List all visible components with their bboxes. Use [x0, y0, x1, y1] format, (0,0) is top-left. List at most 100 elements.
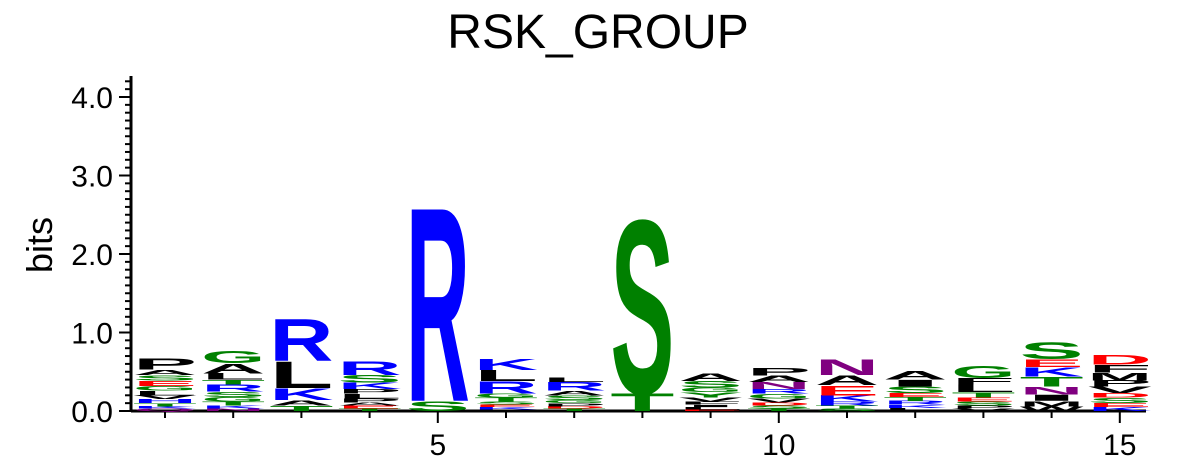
logo-letter-D: D: [542, 406, 606, 410]
logo-letter-T: T: [747, 408, 811, 412]
logo-letter-G: G: [201, 348, 265, 367]
logo-letter-T: T: [338, 408, 402, 412]
y-tick-label: 1.0: [71, 318, 113, 351]
logo-letter-glyph: T: [610, 389, 674, 417]
logo-letter-glyph: S: [406, 398, 470, 414]
logo-letter-T: T: [474, 397, 538, 403]
logo-letter-L: L: [883, 407, 947, 412]
y-tick-label: 4.0: [71, 82, 113, 115]
logo-letter-glyph: V: [951, 408, 1015, 412]
logo-letter-T: T: [201, 378, 265, 385]
logo-letter-glyph: I: [679, 404, 743, 408]
logo-letter-E: E: [1088, 402, 1152, 408]
logo-letter-R: R: [542, 380, 606, 393]
logo-letter-glyph: E: [338, 405, 402, 410]
logo-letter-glyph: E: [883, 392, 947, 398]
logo-letter-I: I: [679, 404, 743, 408]
logo-letter-P: P: [747, 366, 811, 378]
logo-letter-glyph: E: [1088, 402, 1152, 408]
logo-letter-T: T: [201, 401, 265, 407]
logo-letter-L: L: [542, 376, 606, 383]
logo-letter-glyph: L: [883, 407, 947, 412]
logo-letter-I: I: [1020, 393, 1084, 403]
logo-letter-V: V: [679, 397, 743, 403]
logo-letter-S: S: [406, 398, 470, 414]
logo-letter-glyph: A: [815, 372, 879, 388]
logo-letter-glyph: R: [406, 151, 470, 461]
logo-letter-glyph: E: [951, 397, 1015, 403]
logo-letter-L: L: [338, 393, 402, 400]
logo-letter-E: E: [133, 379, 197, 388]
logo-letter-glyph: S: [610, 169, 674, 447]
logo-letter-glyph: S: [747, 405, 811, 410]
logo-letter-glyph: A: [883, 369, 947, 382]
logo-letter-M: M: [1088, 371, 1152, 383]
logo-letter-K: K: [474, 406, 538, 410]
logo-letter-glyph: E: [1020, 357, 1084, 369]
logo-letter-N: N: [747, 380, 811, 391]
logo-letter-D: D: [1088, 392, 1152, 399]
logo-letter-K: K: [883, 404, 947, 409]
logo-letter-G: G: [474, 393, 538, 399]
logo-letter-glyph: K: [474, 406, 538, 410]
logo-letter-glyph: L: [133, 389, 197, 396]
logo-letter-glyph: Y: [679, 391, 743, 400]
logo-letter-R: R: [406, 151, 470, 461]
logo-letter-S: S: [338, 373, 402, 385]
logo-letter-glyph: H: [133, 398, 197, 404]
logo-letter-glyph: K: [338, 381, 402, 391]
logo-letter-glyph: A: [542, 389, 606, 396]
logo-letter-glyph: S: [1088, 396, 1152, 405]
logo-letter-K: K: [815, 394, 879, 404]
logo-letter-N: N: [1020, 385, 1084, 397]
logo-letter-glyph: V: [747, 398, 811, 404]
logo-letter-glyph: L: [679, 406, 743, 410]
logo-letter-glyph: A: [133, 368, 197, 377]
logo-letter-glyph: T: [1020, 374, 1084, 390]
logo-letter-T: T: [269, 404, 333, 413]
logo-letter-K: K: [474, 357, 538, 374]
logo-letter-glyph: K: [1088, 406, 1152, 412]
logo-letter-E: E: [679, 409, 743, 411]
logo-letter-P: P: [338, 388, 402, 395]
logo-letter-glyph: K: [269, 385, 333, 403]
logo-letter-F: F: [1088, 363, 1152, 375]
logo-letter-V: V: [747, 398, 811, 404]
logo-letter-glyph: T: [951, 391, 1015, 400]
logo-letter-V: V: [133, 394, 197, 400]
logo-letter-E: E: [951, 397, 1015, 403]
logo-letter-K: K: [338, 381, 402, 391]
logo-letter-glyph: N: [1020, 385, 1084, 397]
logo-letter-glyph: S: [883, 385, 947, 395]
logo-letter-N: N: [815, 355, 879, 379]
logo-letter-G: G: [951, 362, 1015, 381]
logo-letter-glyph: G: [133, 385, 197, 392]
logo-letter-glyph: R: [747, 388, 811, 395]
logo-letter-K: K: [133, 406, 197, 410]
logo-letter-glyph: T: [747, 408, 811, 412]
logo-letter-glyph: R: [815, 401, 879, 407]
logo-letter-glyph: P: [747, 366, 811, 378]
logo-letter-glyph: M: [1020, 400, 1084, 409]
logo-letter-glyph: A: [201, 361, 265, 377]
logo-letter-glyph: T: [338, 408, 402, 412]
logo-letter-glyph: S: [201, 390, 265, 399]
logo-letter-glyph: S: [951, 401, 1015, 407]
logo-letter-G: G: [133, 385, 197, 392]
logo-letter-F: F: [951, 377, 1015, 387]
logo-letter-glyph: L: [951, 383, 1015, 395]
x-tick-label: 5: [429, 429, 446, 462]
logo-letter-glyph: D: [542, 406, 606, 410]
logo-letter-glyph: A: [747, 374, 811, 384]
logo-letter-glyph: P: [542, 402, 606, 407]
logo-letter-S: S: [1088, 396, 1152, 405]
logo-letter-L: L: [201, 372, 265, 382]
logo-letter-P: P: [133, 356, 197, 373]
logo-letter-E: E: [815, 383, 879, 399]
logo-letter-glyph: A: [679, 372, 743, 384]
logo-letter-glyph: R: [542, 380, 606, 393]
x-tick-label: 15: [1103, 429, 1136, 462]
logo-letter-glyph: G: [201, 348, 265, 367]
logo-letter-glyph: S: [542, 394, 606, 401]
